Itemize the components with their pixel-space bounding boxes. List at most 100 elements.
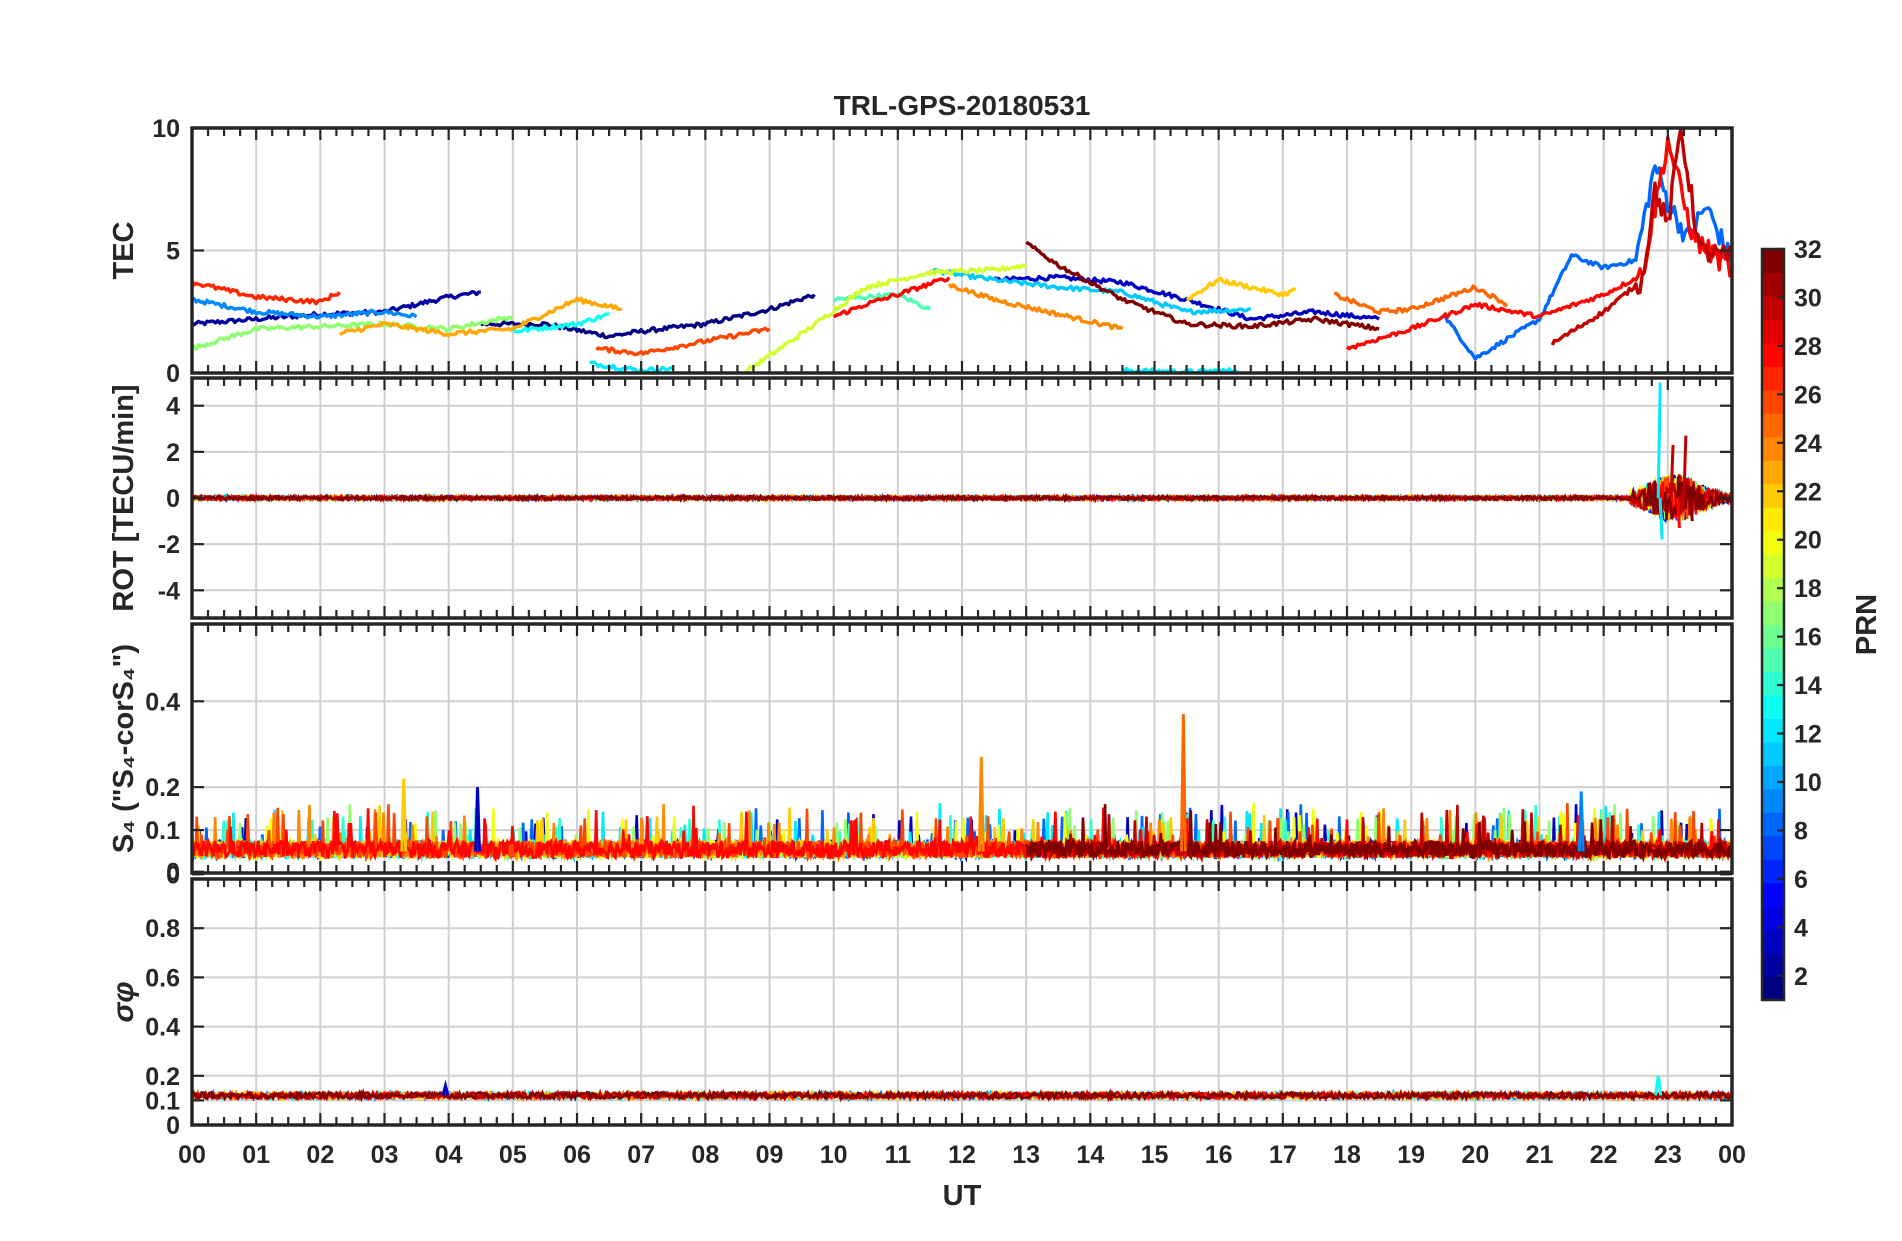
x-tick-label: 17 <box>1269 1141 1297 1169</box>
series-sigma <box>192 1075 1732 1103</box>
x-tick-label: 00 <box>1718 1141 1746 1169</box>
y-tick-label: 4 <box>166 393 180 421</box>
colorbar-segment <box>1762 765 1784 790</box>
tec-series-prn-28 <box>832 276 951 319</box>
y-tick-label: 0.1 <box>145 1087 180 1115</box>
colorbar-segment <box>1762 366 1784 391</box>
tec-series-prn-19 <box>742 263 1027 373</box>
colorbar-segment <box>1762 929 1784 954</box>
s4-spike <box>1577 791 1585 852</box>
x-tick-label: 03 <box>371 1141 399 1169</box>
colorbar-segment <box>1762 272 1784 297</box>
x-tick-label: 23 <box>1654 1141 1682 1169</box>
sigma-spike <box>1654 1075 1663 1096</box>
colorbar-segment <box>1762 647 1784 673</box>
s4-spike <box>1179 714 1187 852</box>
s4-spike <box>474 787 481 852</box>
colorbar-segment <box>1762 812 1784 837</box>
colorbar-segment <box>1762 718 1784 743</box>
rot-spike <box>1669 444 1675 499</box>
x-tick-label: 07 <box>627 1141 655 1169</box>
tec-series-prn-12 <box>589 360 674 373</box>
colorbar-tick-label: 4 <box>1794 914 1808 942</box>
sigma-spike <box>441 1079 450 1096</box>
colorbar-segment <box>1762 413 1784 438</box>
x-axis-label: UT <box>943 1180 982 1212</box>
y-axis-label: ROT [TECU/min] <box>108 384 140 611</box>
colorbar-tick-label: 8 <box>1794 817 1808 845</box>
colorbar-segment <box>1762 319 1784 344</box>
colorbar-tick-label: 10 <box>1794 769 1822 797</box>
y-tick-label: 0.8 <box>145 915 180 943</box>
colorbar-segment <box>1762 953 1784 978</box>
x-tick-label: 12 <box>948 1141 976 1169</box>
y-tick-label: 10 <box>152 115 180 143</box>
tec-series-prn-26 <box>595 326 771 357</box>
rot-spike <box>1656 382 1662 499</box>
colorbar-segment <box>1762 342 1784 367</box>
x-tick-label: 20 <box>1461 1141 1489 1169</box>
rot-spike <box>1682 435 1688 499</box>
rot-series-prn-32 <box>192 476 1732 521</box>
x-tick-label: 19 <box>1397 1141 1425 1169</box>
colorbar-segment <box>1762 601 1784 626</box>
colorbar-tick-label: 18 <box>1794 575 1822 603</box>
x-tick-label: 08 <box>691 1141 719 1169</box>
colorbar-segment <box>1762 295 1784 321</box>
colorbar-tick-label: 28 <box>1794 333 1822 361</box>
colorbar-tick-label: 30 <box>1794 284 1822 312</box>
series-rot <box>192 382 1732 540</box>
colorbar-tick-label: 32 <box>1794 236 1822 264</box>
colorbar-tick-label: 6 <box>1794 866 1808 894</box>
panel-sigma: 00.10.2 0.4 0.6 0.8 σφ <box>107 877 1734 1140</box>
x-tick-label: 04 <box>435 1141 463 1169</box>
colorbar-segment <box>1762 483 1784 508</box>
colorbar-tick-label: 16 <box>1794 624 1822 652</box>
chart-title: TRL-GPS-20180531 <box>834 90 1091 121</box>
colorbar-label: PRN <box>1851 594 1883 655</box>
colorbar-segment <box>1762 694 1784 719</box>
x-tick-label: 13 <box>1012 1141 1040 1169</box>
colorbar-segment <box>1762 577 1784 602</box>
colorbar-frame <box>1760 247 1786 1002</box>
tec-series-prn-1 <box>479 293 816 340</box>
colorbar-segment <box>1762 436 1784 461</box>
x-tick-label: 10 <box>820 1141 848 1169</box>
y-tick-label: 2 <box>166 439 180 467</box>
s4-series-prn-32 <box>1025 804 1732 863</box>
colorbar-tick-label: 24 <box>1794 430 1822 458</box>
rot-spike <box>1675 497 1681 529</box>
s4-spike <box>977 757 985 852</box>
tec-series-prn-24 <box>947 283 1124 331</box>
y-axis-label: σφ <box>107 981 140 1022</box>
tec-series-prn-22 <box>1186 276 1297 301</box>
colorbar-tick-label: 12 <box>1794 721 1822 749</box>
colorbar-segment <box>1762 976 1784 1001</box>
panel-s4: 000.10.20.4S₄ ("S₄-corS₄") <box>108 622 1734 889</box>
y-tick-label: 0 <box>166 1112 180 1140</box>
s4-spike <box>400 778 408 852</box>
colorbar-segment <box>1762 741 1784 766</box>
colorbar-segment <box>1762 460 1784 485</box>
series-tec <box>192 128 1732 373</box>
x-tick-label: 06 <box>563 1141 591 1169</box>
y-tick-label: 0 <box>166 485 180 513</box>
tec-series-prn-17 <box>192 315 514 351</box>
x-tick-label: 05 <box>499 1141 527 1169</box>
colorbar-tick-label: 14 <box>1794 672 1822 700</box>
colorbar-segment <box>1762 671 1784 696</box>
x-tick-label: 21 <box>1526 1141 1554 1169</box>
x-tick-label: 01 <box>242 1141 270 1169</box>
x-tick-label: 16 <box>1205 1141 1233 1169</box>
y-tick-label: 0.2 <box>145 1063 180 1091</box>
colorbar-segment <box>1762 859 1784 884</box>
x-tick-label: 15 <box>1141 1141 1169 1169</box>
y-tick-label: -4 <box>158 577 180 605</box>
y-tick-label: -2 <box>158 531 180 559</box>
colorbar-segment <box>1762 788 1784 813</box>
colorbar-segment <box>1762 554 1784 579</box>
tec-series-prn-27 <box>192 279 341 306</box>
tec-series-prn-30 <box>1550 128 1732 346</box>
